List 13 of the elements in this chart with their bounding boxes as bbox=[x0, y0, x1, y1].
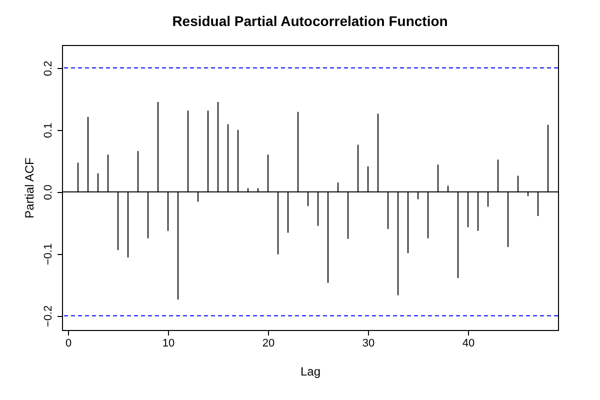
x-tick-label: 10 bbox=[162, 338, 175, 350]
y-tick-label: 0.2 bbox=[42, 60, 54, 76]
x-tick-label: 0 bbox=[65, 338, 72, 350]
x-tick-label: 30 bbox=[362, 338, 375, 350]
x-axis-title: Lag bbox=[300, 364, 321, 378]
y-tick-label: −0.1 bbox=[42, 243, 54, 266]
y-tick-label: 0.0 bbox=[42, 184, 54, 200]
x-tick-label: 40 bbox=[462, 338, 475, 350]
y-axis-title: Partial ACF bbox=[22, 158, 36, 218]
y-tick-label: −0.2 bbox=[42, 305, 54, 328]
chart-title: Residual Partial Autocorrelation Function bbox=[172, 13, 448, 29]
x-tick-label: 20 bbox=[262, 338, 275, 350]
y-tick-label: 0.1 bbox=[42, 122, 54, 138]
